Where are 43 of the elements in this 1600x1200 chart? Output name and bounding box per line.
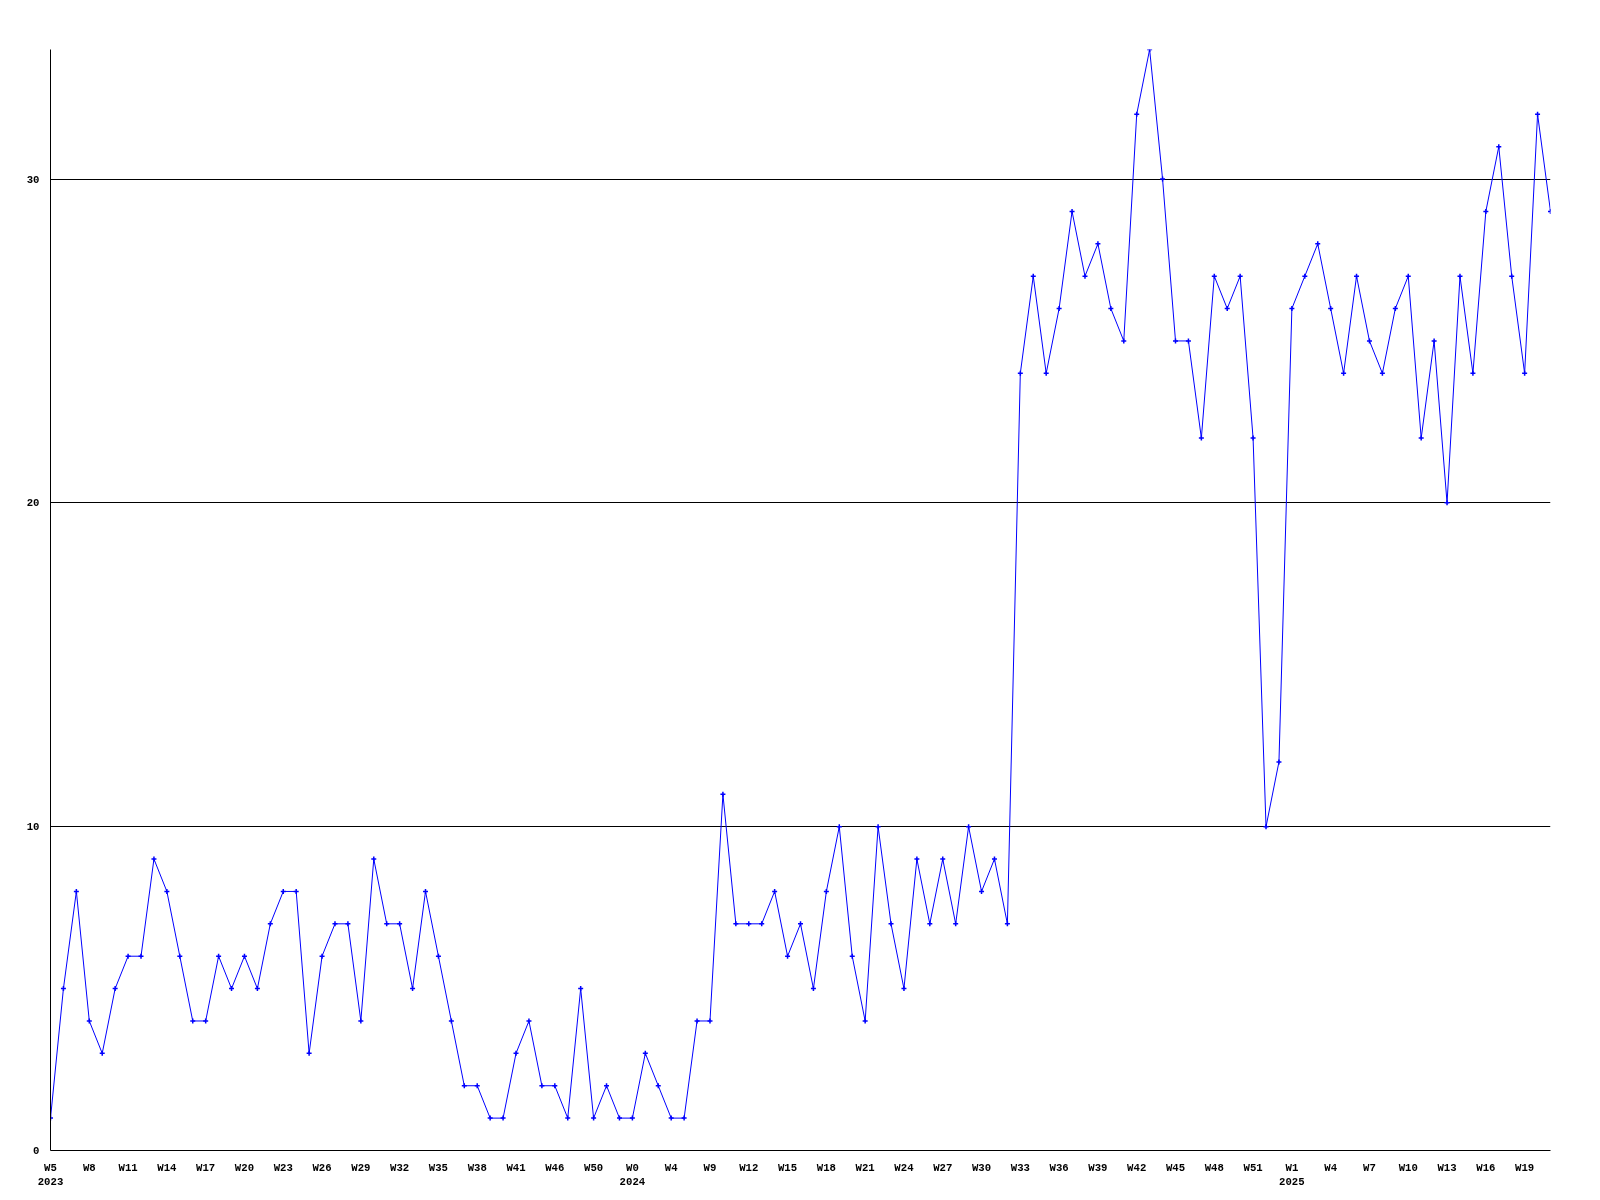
x-tick-label: W36 — [1049, 1161, 1069, 1174]
x-tick-label: W48 — [1204, 1161, 1224, 1174]
x-tick-label: W32 — [390, 1161, 410, 1174]
x-tick-label: W19 — [1515, 1161, 1535, 1174]
x-tick-label: W24 — [894, 1161, 915, 1174]
x-tick-label: W7 — [1363, 1161, 1376, 1174]
x-tick-label: W4 — [1324, 1161, 1338, 1174]
x-tick-label: W18 — [816, 1161, 836, 1174]
y-tick-label: 20 — [26, 497, 40, 510]
x-tick-label: W16 — [1476, 1161, 1496, 1174]
x-tick-label: W20 — [234, 1161, 255, 1174]
x-tick-label: W23 — [273, 1161, 293, 1174]
x-tick-label: W39 — [1088, 1161, 1108, 1174]
x-tick-label: W8 — [82, 1161, 96, 1174]
y-tick-label: 30 — [26, 173, 40, 186]
x-tick-label: W35 — [428, 1161, 449, 1174]
x-tick-label: W51 — [1243, 1161, 1263, 1174]
x-tick-label: W5 2023 — [37, 1161, 64, 1188]
x-tick-label: W29 — [351, 1161, 371, 1174]
x-tick-label: W30 — [971, 1161, 992, 1174]
x-tick-label: W46 — [545, 1161, 565, 1174]
x-tick-label: W41 — [506, 1161, 526, 1174]
x-tick-label: W17 — [196, 1161, 216, 1174]
x-tick-label: W21 — [855, 1161, 875, 1174]
x-tick-label: W45 — [1165, 1161, 1186, 1174]
x-tick-label: W13 — [1437, 1161, 1457, 1174]
x-tick-label: W9 — [703, 1161, 717, 1174]
x-tick-label: W4 — [664, 1161, 679, 1174]
x-tick-label: W42 — [1127, 1161, 1147, 1174]
x-tick-label: W14 — [157, 1161, 178, 1174]
y-tick-label: 10 — [26, 821, 40, 834]
x-tick-label: W10 — [1398, 1161, 1418, 1174]
x-tick-label: W15 — [777, 1161, 798, 1174]
x-tick-label: W38 — [467, 1161, 487, 1174]
x-tick-label: W26 — [312, 1161, 332, 1174]
x-tick-label: W12 — [739, 1161, 759, 1174]
y-tick-label: 0 — [33, 1145, 40, 1157]
x-tick-label: W50 — [584, 1161, 604, 1174]
x-tick-label: W0 2024 — [619, 1161, 646, 1188]
x-tick-label: W27 — [933, 1161, 953, 1174]
x-tick-label: W33 — [1010, 1161, 1030, 1174]
x-tick-label: W1 2025 — [1279, 1161, 1305, 1188]
x-tick-label: W11 — [118, 1161, 138, 1174]
